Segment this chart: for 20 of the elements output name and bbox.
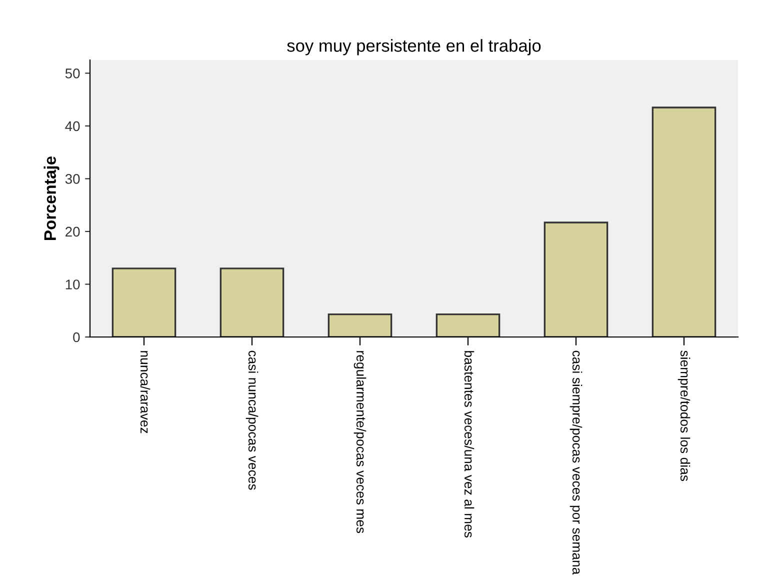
bar bbox=[652, 106, 716, 337]
bar bbox=[544, 222, 608, 337]
x-tick-label: siempre/todos los dias bbox=[678, 350, 690, 481]
y-tick-label: 30 bbox=[65, 174, 80, 184]
x-tick-label: nunca/raravez bbox=[140, 351, 150, 434]
y-tick-label: 20 bbox=[66, 226, 80, 237]
y-tick-label: 0 bbox=[73, 332, 80, 342]
x-tick-label: regularmente/pocas veces mes bbox=[354, 351, 366, 534]
y-tick-label: 40 bbox=[65, 121, 80, 132]
x-tick-label: bastentes veces/una vez al mes bbox=[464, 351, 474, 538]
y-tick-label: 10 bbox=[66, 280, 80, 290]
bar bbox=[112, 268, 176, 337]
bar bbox=[436, 313, 500, 337]
y-axis-title: Porcentaje bbox=[44, 156, 60, 240]
x-tick-label: casi siempre/pocas veces por semana bbox=[570, 350, 582, 575]
bar bbox=[220, 268, 284, 337]
bar bbox=[328, 313, 392, 337]
x-tick-label: casi nunca/pocas veces bbox=[246, 350, 258, 490]
y-tick-label: 50 bbox=[65, 68, 80, 78]
chart-title: soy muy persistente en el trabajo bbox=[287, 39, 541, 56]
